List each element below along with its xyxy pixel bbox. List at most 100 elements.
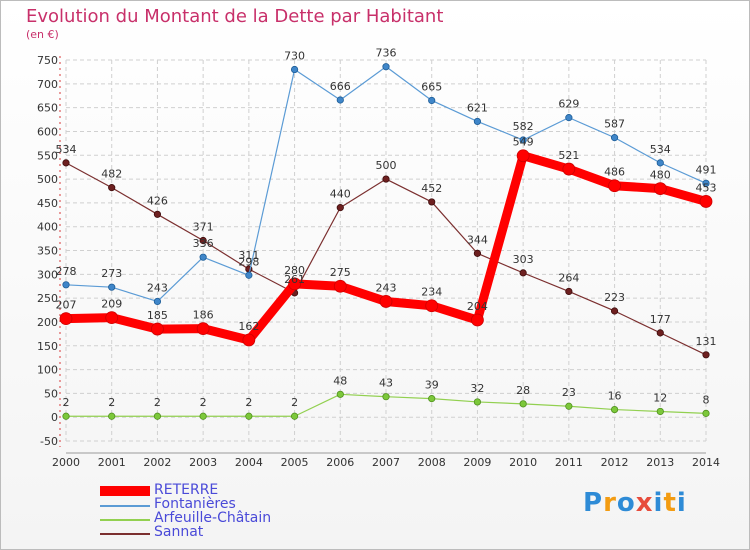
data-label-reterre: 185 xyxy=(147,309,168,322)
data-point-reterre xyxy=(425,299,439,313)
legend-item-fontanieres: Fontanières xyxy=(100,496,320,512)
data-label-arfeuille-chatain: 23 xyxy=(562,386,576,399)
data-label-sannat: 440 xyxy=(330,188,351,201)
data-label-arfeuille-chatain: 2 xyxy=(291,396,298,409)
data-point-sannat xyxy=(199,236,207,245)
data-point-sannat xyxy=(153,210,162,218)
data-label-sannat: 264 xyxy=(558,271,579,284)
data-point-arfeuille-chatain xyxy=(245,412,253,420)
data-point-arfeuille-chatain xyxy=(290,412,299,420)
data-label-fontanieres: 278 xyxy=(56,265,77,278)
y-tick-label: -50 xyxy=(40,435,58,448)
data-point-sannat xyxy=(108,184,116,192)
data-point-reterre xyxy=(151,322,164,336)
data-label-arfeuille-chatain: 12 xyxy=(653,391,667,404)
data-label-reterre: 486 xyxy=(604,166,625,179)
data-point-arfeuille-chatain xyxy=(153,412,162,420)
y-tick-label: 250 xyxy=(37,292,58,305)
data-label-sannat: 311 xyxy=(238,249,259,262)
data-point-reterre xyxy=(516,149,530,163)
legend-item-reterre: RETERRE xyxy=(100,482,320,498)
data-label-arfeuille-chatain: 28 xyxy=(516,384,530,397)
logo-letter: i xyxy=(676,488,687,518)
y-tick-label: 0 xyxy=(51,411,58,424)
data-point-fontanieres xyxy=(428,96,436,105)
x-tick-label: 2013 xyxy=(646,456,674,469)
data-label-reterre: 207 xyxy=(56,299,77,312)
y-tick-label: 350 xyxy=(37,245,58,258)
data-point-arfeuille-chatain xyxy=(108,412,116,420)
data-label-sannat: 426 xyxy=(147,194,168,207)
data-point-reterre xyxy=(333,279,347,293)
data-label-sannat: 452 xyxy=(421,182,442,195)
data-label-reterre: 204 xyxy=(467,300,488,313)
data-point-sannat xyxy=(610,307,619,315)
data-point-sannat xyxy=(336,204,344,212)
chart-title: Evolution du Montant de la Dette par Hab… xyxy=(26,6,444,27)
data-label-fontanieres: 587 xyxy=(604,118,625,131)
y-tick-label: 600 xyxy=(37,125,58,138)
legend-item-arfeuille-chatain: Arfeuille-Châtain xyxy=(100,510,320,526)
legend-swatch xyxy=(100,533,150,535)
data-point-reterre xyxy=(242,333,256,347)
data-point-fontanieres xyxy=(245,271,253,279)
x-tick-label: 2001 xyxy=(98,456,126,469)
data-label-fontanieres: 298 xyxy=(238,255,259,268)
data-point-fontanieres xyxy=(473,117,482,126)
data-label-fontanieres: 730 xyxy=(284,50,305,63)
data-label-arfeuille-chatain: 2 xyxy=(154,396,161,409)
data-label-reterre: 521 xyxy=(558,149,579,162)
data-point-arfeuille-chatain xyxy=(519,400,527,408)
x-tick-label: 2004 xyxy=(235,456,263,469)
data-point-reterre xyxy=(196,322,210,336)
data-label-reterre: 209 xyxy=(101,298,122,311)
y-tick-label: 500 xyxy=(37,173,58,186)
data-point-reterre xyxy=(288,277,301,291)
y-tick-label: 700 xyxy=(37,78,58,91)
data-point-fontanieres xyxy=(519,136,527,144)
data-label-arfeuille-chatain: 2 xyxy=(245,396,252,409)
data-label-sannat: 177 xyxy=(650,313,671,326)
y-tick-label: 100 xyxy=(37,364,58,377)
data-label-reterre: 275 xyxy=(330,266,351,279)
data-point-arfeuille-chatain xyxy=(473,398,482,406)
x-tick-label: 2010 xyxy=(509,456,537,469)
x-tick-label: 2006 xyxy=(326,456,354,469)
data-label-sannat: 500 xyxy=(376,159,397,172)
data-label-fontanieres: 665 xyxy=(421,80,442,93)
y-tick-label: 150 xyxy=(37,340,58,353)
data-label-fontanieres: 666 xyxy=(330,80,351,93)
data-point-fontanieres xyxy=(382,63,390,71)
data-label-fontanieres: 243 xyxy=(147,281,168,294)
data-point-reterre xyxy=(105,311,119,325)
logo-letter: x xyxy=(635,488,654,518)
data-label-reterre: 480 xyxy=(650,169,671,182)
data-point-fontanieres xyxy=(153,297,162,306)
data-label-fontanieres: 491 xyxy=(696,163,717,176)
x-tick-label: 2009 xyxy=(463,456,491,469)
data-point-arfeuille-chatain xyxy=(62,412,70,420)
data-label-arfeuille-chatain: 32 xyxy=(470,382,484,395)
data-label-arfeuille-chatain: 43 xyxy=(379,377,393,390)
legend-label: Arfeuille-Châtain xyxy=(154,510,272,526)
data-point-sannat xyxy=(565,287,573,296)
data-label-fontanieres: 534 xyxy=(650,143,671,156)
data-label-fontanieres: 621 xyxy=(467,101,488,114)
data-label-reterre: 243 xyxy=(376,281,397,294)
legend-label: RETERRE xyxy=(154,482,219,498)
data-point-fontanieres xyxy=(108,283,116,291)
data-label-fontanieres: 736 xyxy=(376,47,397,60)
y-tick-label: 650 xyxy=(37,102,58,115)
data-point-reterre xyxy=(59,312,73,326)
y-tick-label: 50 xyxy=(44,387,58,400)
data-point-arfeuille-chatain xyxy=(382,393,390,401)
data-label-arfeuille-chatain: 2 xyxy=(63,396,70,409)
data-label-fontanieres: 336 xyxy=(193,237,214,250)
legend-swatch xyxy=(100,486,150,496)
data-label-arfeuille-chatain: 16 xyxy=(608,390,622,403)
data-point-sannat xyxy=(382,175,390,183)
data-label-arfeuille-chatain: 8 xyxy=(703,393,710,406)
data-point-fontanieres xyxy=(565,114,573,122)
data-point-reterre xyxy=(379,295,393,308)
data-point-sannat xyxy=(62,159,70,167)
